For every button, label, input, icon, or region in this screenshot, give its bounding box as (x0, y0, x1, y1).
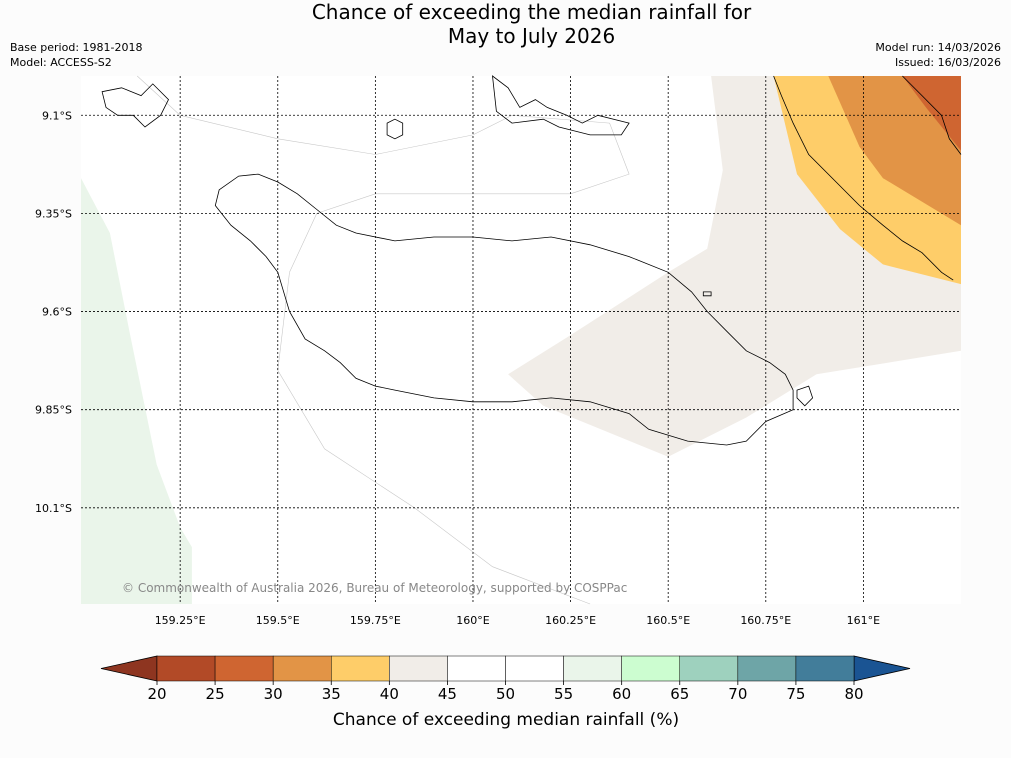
lon-tick-label: 159.25°E (155, 614, 206, 627)
colorbar-tick-label: 80 (844, 685, 863, 703)
coastlines (101, 75, 962, 446)
lat-tick-label: 10.1°S (35, 502, 72, 515)
lat-tick-label: 9.85°S (35, 404, 72, 417)
colorbar-segment (679, 655, 739, 682)
colorbar-tick-label: 50 (496, 685, 515, 703)
chart-title: Chance of exceeding the median rainfall … (0, 0, 1011, 48)
lon-tick-label: 160.75°E (740, 614, 791, 627)
colorbar-tick-label: 30 (264, 685, 283, 703)
meta-left: Base period: 1981-2018 Model: ACCESS-S2 (10, 40, 142, 70)
issued-date: Issued: 16/03/2026 (894, 56, 1001, 69)
forecast-regions (81, 76, 961, 604)
colorbar-segment (447, 655, 506, 682)
copyright-notice: © Commonwealth of Australia 2026, Bureau… (122, 581, 627, 595)
region-55-60-west (81, 178, 192, 604)
colorbar: 20 25 30 35 40 45 50 55 60 65 70 75 80 (100, 655, 911, 703)
lon-tick-label: 159.75°E (350, 614, 401, 627)
colorbar-segment (156, 655, 216, 682)
base-period: Base period: 1981-2018 (10, 41, 143, 54)
small-island-east-coastline (702, 291, 712, 297)
colorbar-segment (795, 655, 855, 682)
colorbar-segment (621, 655, 681, 682)
malaita-coastline (773, 75, 954, 281)
russell-islands-coastline (101, 83, 169, 128)
lon-tick-label: 160°E (456, 614, 489, 627)
meta-right: Model run: 14/03/2026 Issued: 16/03/2026 (875, 40, 1001, 70)
colorbar-tick-label: 70 (728, 685, 747, 703)
colorbar-segment (214, 655, 274, 682)
colorbar-segment (389, 655, 448, 682)
title-line-1: Chance of exceeding the median rainfall … (311, 0, 752, 24)
colorbar-segment (331, 655, 390, 682)
zone-outline-2 (277, 272, 591, 605)
lon-tick-label: 161°E (847, 614, 880, 627)
lat-tick-label: 9.6°S (42, 306, 72, 319)
colorbar-over-arrow (853, 655, 911, 682)
colorbar-tick-label: 65 (670, 685, 689, 703)
model-run: Model run: 14/03/2026 (875, 41, 1001, 54)
lat-tick-label: 9.1°S (42, 109, 72, 122)
lon-tick-label: 159.5°E (256, 614, 300, 627)
colorbar-tick-label: 40 (380, 685, 399, 703)
title-line-2: May to July 2026 (447, 24, 616, 48)
lon-tick-label: 160.25°E (545, 614, 596, 627)
colorbar-segment (563, 655, 622, 682)
region-25-30-northeast (902, 76, 961, 151)
colorbar-segment (737, 655, 797, 682)
marau-island-coastline (796, 385, 814, 407)
colorbar-tick-label: 45 (438, 685, 457, 703)
colorbar-segment (505, 655, 564, 682)
region-30-35-northeast (828, 76, 961, 226)
colorbar-under-arrow (100, 655, 158, 682)
lon-tick-label: 160.5°E (646, 614, 690, 627)
colorbar-tick-label: 35 (322, 685, 341, 703)
guadalcanal-coastline (214, 173, 794, 446)
savo-island-coastline (386, 118, 404, 140)
colorbar-tick-label: 25 (206, 685, 225, 703)
model-name: Model: ACCESS-S2 (10, 56, 112, 69)
colorbar-tick-label: 20 (147, 685, 166, 703)
colorbar-tick-label: 55 (554, 685, 573, 703)
graticule: 9.1°S 9.35°S 9.6°S 9.85°S 10.1°S 159.25°E 159.… (35, 76, 961, 627)
colorbar-tick-label: 75 (786, 685, 805, 703)
florida-islands-coastline (492, 75, 630, 136)
lat-tick-label: 9.35°S (35, 207, 72, 220)
colorbar-label: Chance of exceeding median rainfall (%) (333, 710, 679, 730)
colorbar-segment (272, 655, 332, 682)
colorbar-tick-label: 60 (612, 685, 631, 703)
